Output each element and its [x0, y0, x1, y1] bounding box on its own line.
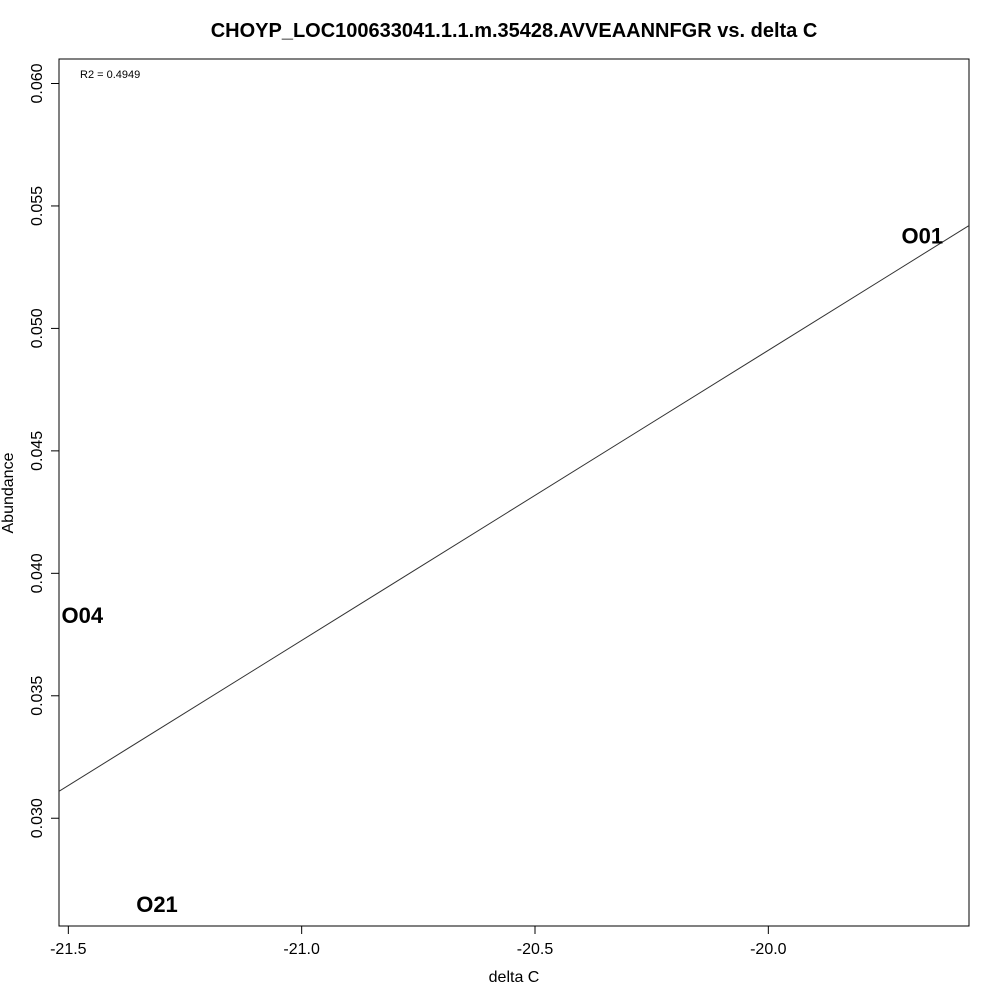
y-axis-label: Abundance — [0, 452, 17, 533]
y-tick-label: 0.035 — [29, 676, 46, 716]
point-label-o04: O04 — [62, 603, 104, 628]
plot-layer: O01 O04 O21 — [58, 223, 970, 917]
x-tick-label: -21.0 — [283, 941, 320, 958]
y-tick-label: 0.055 — [29, 186, 46, 226]
y-tick-label: 0.050 — [29, 308, 46, 348]
y-tick-label: 0.060 — [29, 63, 46, 103]
y-tick-label: 0.040 — [29, 553, 46, 593]
regression-line — [58, 225, 970, 792]
x-tick-label: -20.0 — [750, 941, 787, 958]
point-label-o01: O01 — [902, 223, 944, 248]
x-tick-label: -21.5 — [50, 941, 87, 958]
x-axis-label: delta C — [489, 969, 540, 986]
plot-area-border — [58, 58, 970, 927]
y-tick-label: 0.030 — [29, 798, 46, 838]
y-tick-label: 0.045 — [29, 431, 46, 471]
r2-annotation: R2 = 0.4949 — [80, 69, 140, 81]
point-label-o21: O21 — [136, 892, 178, 917]
y-axis: 0.030 0.035 0.040 0.045 0.050 0.055 0.060 — [29, 63, 60, 838]
chart-title: CHOYP_LOC100633041.1.1.m.35428.AVVEAANNF… — [211, 20, 818, 42]
x-tick-label: -20.5 — [517, 941, 554, 958]
x-axis: -21.5 -21.0 -20.5 -20.0 — [50, 925, 787, 958]
